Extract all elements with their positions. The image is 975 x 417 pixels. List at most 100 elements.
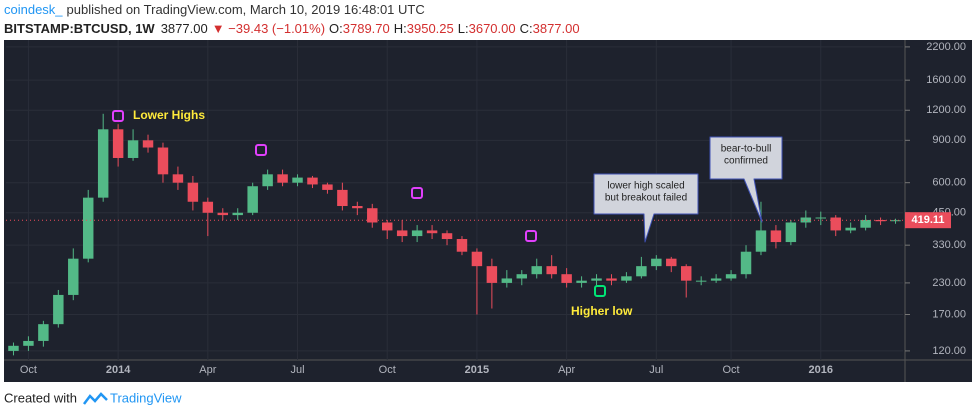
candle-body <box>82 197 94 259</box>
candle-body <box>97 129 109 198</box>
candle-body <box>785 222 797 243</box>
candle-body <box>187 182 199 202</box>
candle-body <box>23 340 34 346</box>
candle-body <box>172 174 184 183</box>
candle-body <box>770 230 782 243</box>
callout-text: bear-to-bull <box>721 144 772 155</box>
candle-body <box>576 280 587 283</box>
candle-body <box>680 266 692 281</box>
candle-body <box>486 266 498 283</box>
candle-body <box>725 274 737 279</box>
candle-body <box>875 219 886 222</box>
x-tick-label: 2014 <box>106 364 131 376</box>
logo <box>83 392 108 405</box>
x-tick-label: 2016 <box>809 364 833 376</box>
y-tick-label: 1600.00 <box>926 74 966 86</box>
x-tick-label: Oct <box>723 364 740 376</box>
change: ▼ −39.43 (−1.01%) <box>212 21 325 36</box>
ohlc-value: 3789.70 <box>343 21 390 36</box>
candle-body <box>860 219 871 228</box>
y-tick-label: 230.00 <box>932 277 966 289</box>
candle-body <box>845 227 856 231</box>
candle-body <box>815 217 827 219</box>
candle-body <box>396 230 408 237</box>
y-tick-label: 170.00 <box>932 308 966 320</box>
callout <box>593 173 699 243</box>
candle-body <box>157 147 169 175</box>
candle-body <box>8 345 19 351</box>
ohlc-key: L: <box>458 21 469 36</box>
candle-body <box>621 276 632 281</box>
symbol-line: BITSTAMP:BTCUSD, 1W 3877.00 ▼ −39.43 (−1.0… <box>4 21 580 36</box>
candle-body <box>531 266 542 275</box>
candle-body <box>292 177 303 183</box>
hand-icon <box>112 110 124 122</box>
candle-body <box>471 251 483 267</box>
candle-body <box>142 140 154 148</box>
candle-body <box>232 212 243 216</box>
candle-body <box>202 201 214 213</box>
x-tick-label: Apr <box>199 364 216 376</box>
candle-body <box>800 217 812 223</box>
candle-body <box>546 266 557 275</box>
candle-body <box>352 206 363 209</box>
footer-brand: TradingView <box>110 390 182 405</box>
candle-body <box>830 217 841 231</box>
y-tick-label: 120.00 <box>932 345 966 357</box>
candle-body <box>606 278 617 281</box>
symbol: BITSTAMP:BTCUSD, 1W <box>4 21 155 36</box>
plot-bg <box>4 40 972 382</box>
candle-body <box>516 274 528 279</box>
candle-body <box>890 220 901 222</box>
price: 3877.00 <box>161 21 208 36</box>
x-tick-label: Jul <box>649 364 663 376</box>
candle-body <box>456 239 468 252</box>
candle-body <box>710 278 722 281</box>
ohlc-value: 3877.00 <box>533 21 580 36</box>
annotation: Lower Highs <box>133 108 205 122</box>
x-tick-label: Oct <box>20 364 37 376</box>
candle-body <box>322 184 333 190</box>
candle-body <box>411 230 423 237</box>
header-line: coindesk_ published on TradingView.com, M… <box>4 2 425 17</box>
ohlc-key: C: <box>520 21 533 36</box>
ohlc-key: O: <box>329 21 343 36</box>
callout-text: confirmed <box>724 156 768 167</box>
candle-body <box>307 177 318 185</box>
published: published on TradingView.com, March 10, … <box>67 2 425 17</box>
candle-body <box>262 174 273 187</box>
candle-body <box>367 208 378 223</box>
candle-body <box>247 186 258 213</box>
candle-body <box>53 294 64 325</box>
annotation: Higher low <box>571 304 633 318</box>
last-price-label: 419.11 <box>911 214 944 226</box>
candle-body <box>561 274 572 283</box>
candle-body <box>112 129 124 158</box>
hand-icon <box>594 285 606 297</box>
candle-body <box>337 189 348 207</box>
y-tick-label: 2200.00 <box>926 41 966 53</box>
x-tick-label: Apr <box>558 364 575 376</box>
ohlc-value: 3950.25 <box>407 21 454 36</box>
hand-icon <box>255 144 267 156</box>
candle-body <box>217 212 229 216</box>
hand-icon <box>411 187 423 199</box>
ohlc-key: H: <box>394 21 407 36</box>
y-tick-label: 900.00 <box>932 134 966 146</box>
candle-body <box>740 251 752 275</box>
candle-body <box>426 230 438 234</box>
callout-text: lower high scaled <box>607 181 684 192</box>
candle-body <box>666 258 677 267</box>
candle-body <box>636 266 647 277</box>
hand-icon <box>525 230 537 242</box>
y-tick-label: 330.00 <box>932 239 966 251</box>
candle-body <box>755 230 767 252</box>
candle-body <box>277 174 288 183</box>
candle-body <box>591 278 602 281</box>
callout-text: but breakout failed <box>605 193 687 204</box>
last-price-box <box>905 212 951 229</box>
x-tick-label: Oct <box>379 364 396 376</box>
candle-body <box>651 258 662 267</box>
candle-body <box>38 324 49 341</box>
y-tick-label: 1200.00 <box>926 104 966 116</box>
